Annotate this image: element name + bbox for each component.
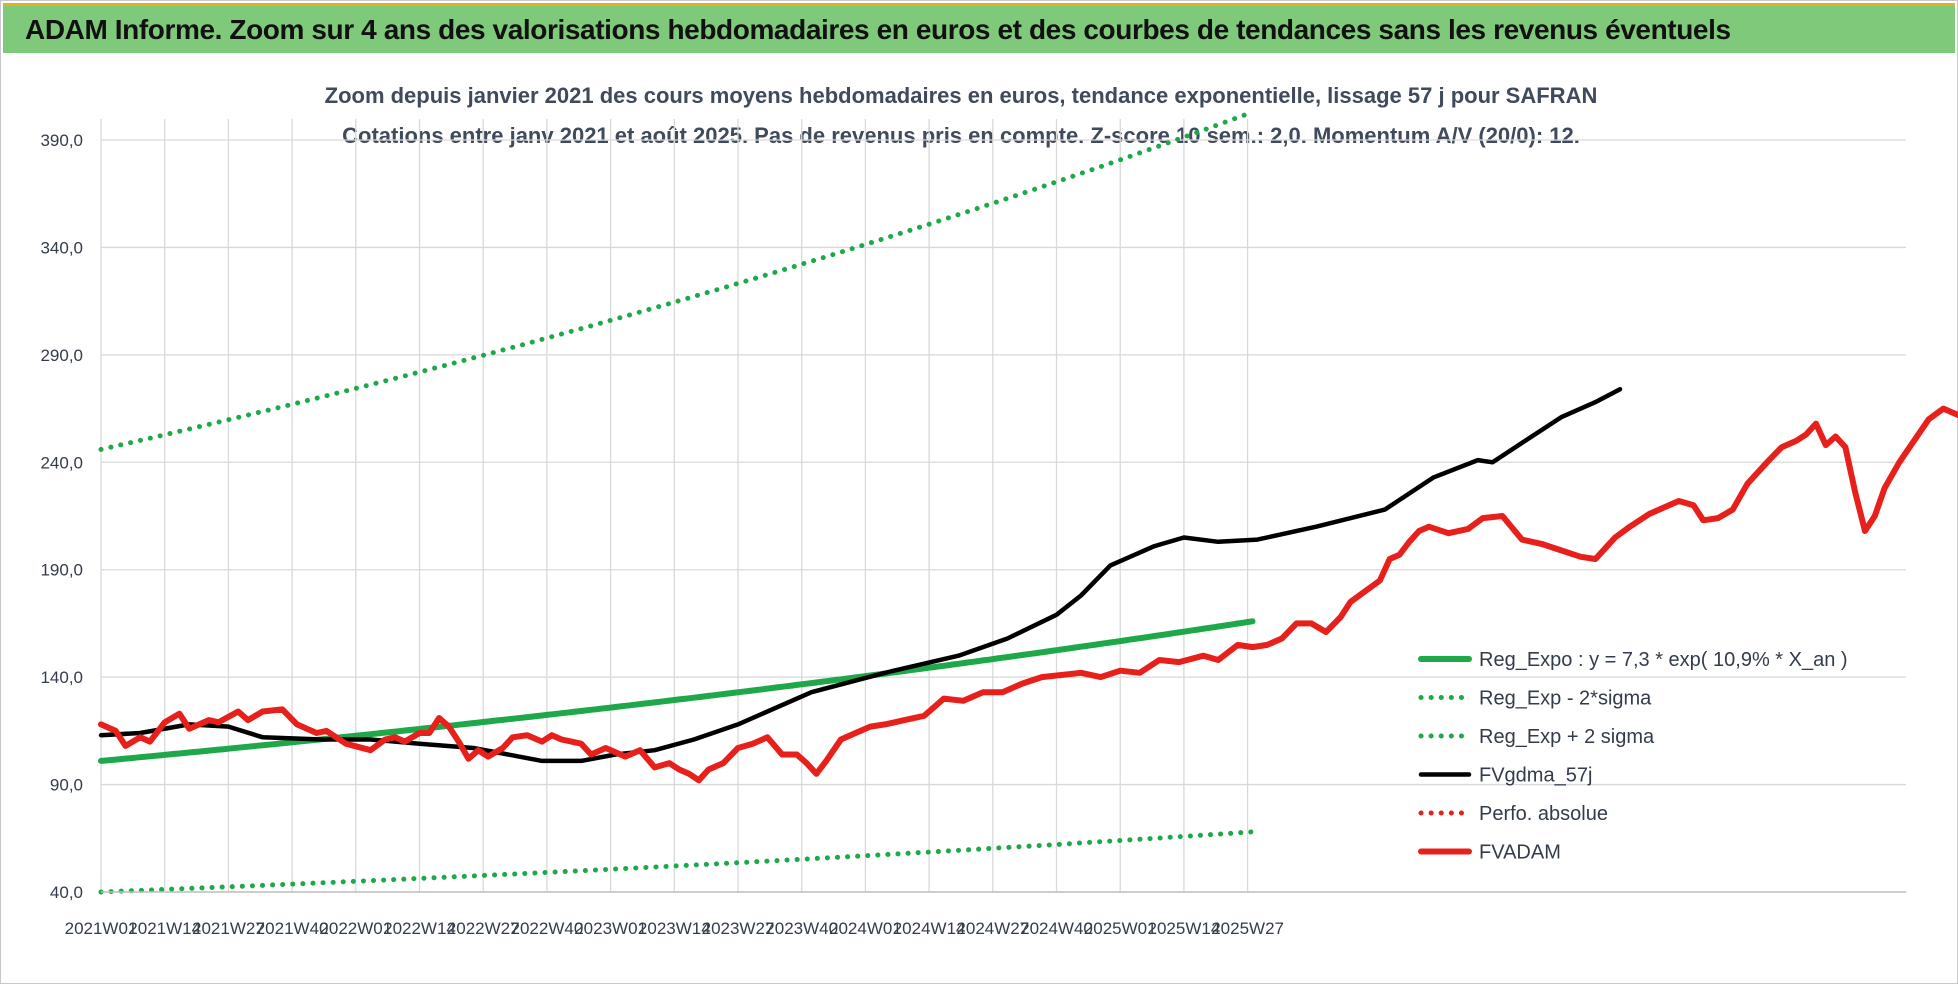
series-line-5 [98,405,1958,784]
y-tick-label: 390,0 [40,131,83,150]
y-tick-label: 240,0 [40,453,83,472]
x-tick-label: 2021W27 [192,919,265,938]
y-tick-label: 90,0 [50,776,83,795]
y-tick-label: 190,0 [40,561,83,580]
x-tick-label: 2024W01 [829,919,902,938]
x-tick-label: 2022W14 [383,919,456,938]
series-line-0 [98,618,1256,764]
x-tick-label: 2023W27 [702,919,775,938]
x-tick-label: 2023W14 [638,919,711,938]
grid [100,119,1906,893]
axes: 40,0 90,0 140,0 190,0 240,0 290,0 340,0 390,0 20… [40,131,1906,938]
legend-label: FVADAM [1479,842,1561,864]
x-tick-label: 2022W27 [447,919,520,938]
x-tick-label: 2021W01 [65,919,138,938]
y-tick-label: 140,0 [40,668,83,687]
x-tick-label: 2025W01 [1084,919,1157,938]
series-line-3 [98,386,1623,764]
chart-title-line-1: Zoom depuis janvier 2021 des cours moyen… [325,83,1598,108]
series-line-2 [98,109,1255,452]
legend-label: Reg_Exp - 2*sigma [1479,688,1652,710]
legend-label: FVgdma_57j [1479,765,1592,787]
y-tick-label: 340,0 [40,238,83,257]
x-tick-label: 2025W27 [1211,919,1284,938]
x-tick-label: 2024W27 [956,919,1029,938]
x-tick-label: 2023W01 [574,919,647,938]
report-title: ADAM Informe. Zoom sur 4 ans des valoris… [25,13,1731,45]
chart-title-line-2: Cotations entre janv 2021 et août 2025. … [342,123,1580,148]
x-tick-label: 2023W40 [765,919,838,938]
plot-area [98,109,1958,895]
legend-label: Reg_Exp + 2 sigma [1479,726,1655,748]
x-tick-label: 2022W01 [319,919,392,938]
legend: Reg_Expo : y = 7,3 * exp( 10,9% * X_an )… [1418,649,1848,864]
x-tick-label: 2022W40 [511,919,584,938]
x-tick-label: 2021W40 [256,919,329,938]
y-tick-label: 290,0 [40,346,83,365]
x-tick-label: 2024W40 [1020,919,1093,938]
series-line-1 [98,829,1255,895]
x-tick-label: 2021W14 [128,919,201,938]
legend-label: Perfo. absolue [1479,803,1608,825]
y-tick-label: 40,0 [50,883,83,902]
report-banner: ADAM Informe. Zoom sur 4 ans des valoris… [3,3,1955,53]
x-tick-label: 2025W14 [1148,919,1221,938]
x-tick-label: 2024W14 [893,919,966,938]
legend-label: Reg_Expo : y = 7,3 * exp( 10,9% * X_an ) [1479,649,1848,671]
